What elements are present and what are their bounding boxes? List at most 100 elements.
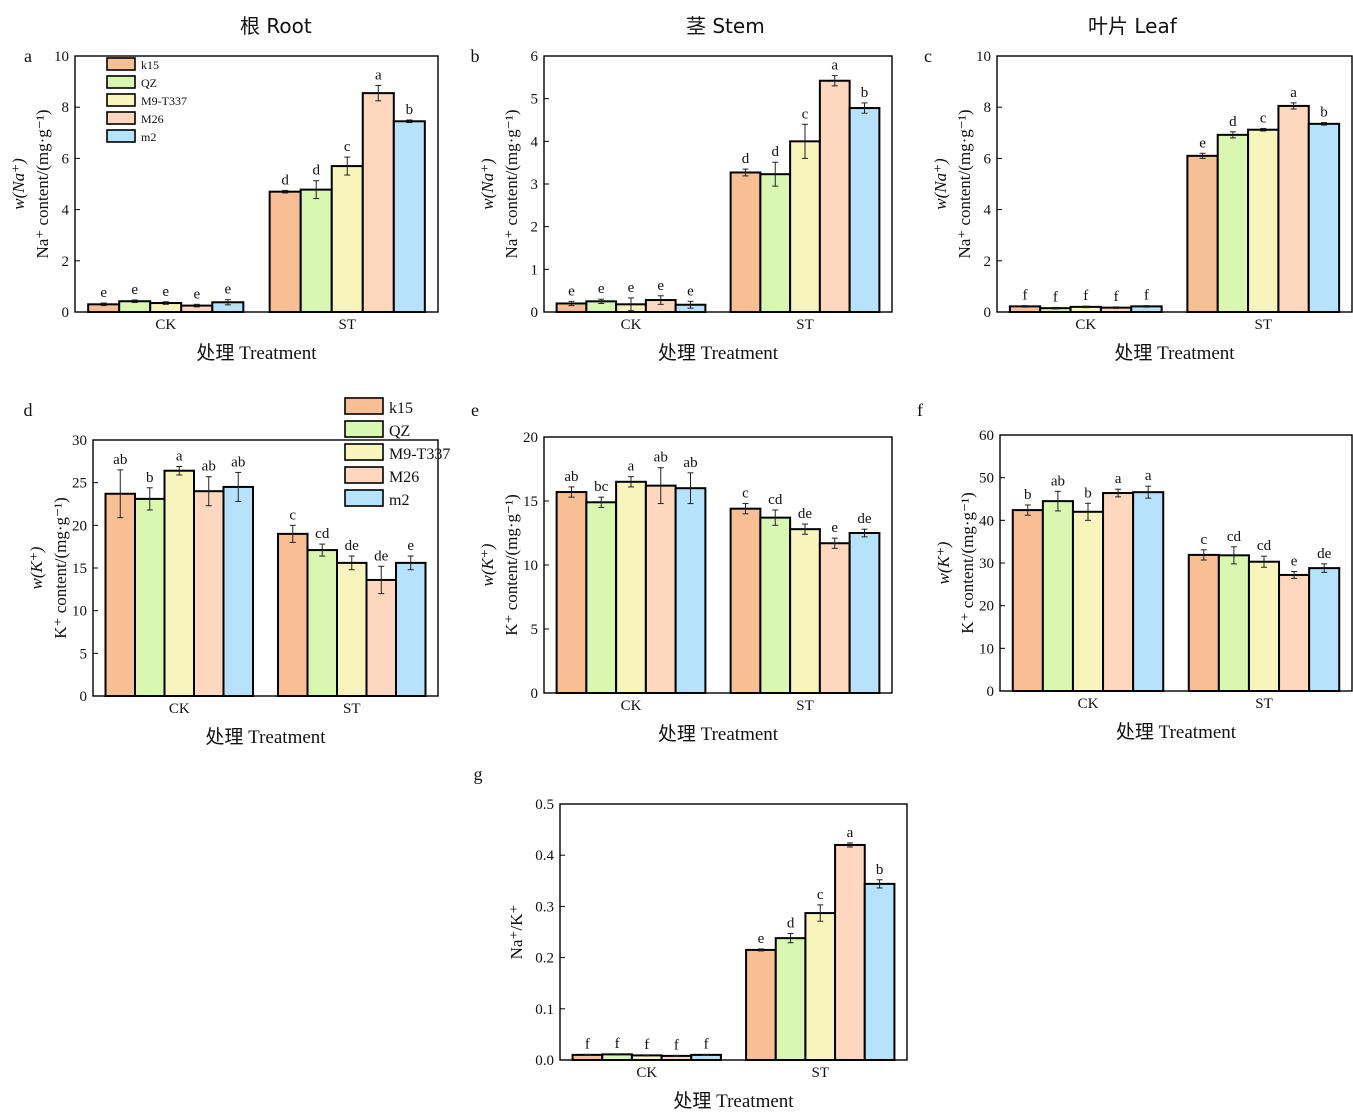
column-title-root: 根 Root [240, 14, 312, 38]
y-axis-label: K⁺ content/(mg·g⁻¹) [502, 494, 521, 636]
panel-letter: e [471, 400, 479, 420]
bar-M9-T337 [789, 140, 821, 313]
significance-label: de [798, 506, 813, 522]
significance-label: a [831, 58, 838, 74]
bar-M26 [644, 484, 677, 695]
y-tick-label: 5 [531, 92, 539, 108]
significance-label: bc [594, 479, 609, 495]
significance-label: f [615, 1036, 620, 1052]
x-axis-label: 处理 Treatment [658, 723, 779, 745]
bar-M26 [1277, 104, 1310, 313]
plot-frame [74, 55, 439, 313]
y-tick-label: 50 [979, 471, 994, 487]
y-axis-label: w(Na⁺) [9, 158, 28, 210]
significance-label: de [345, 538, 360, 554]
y-axis-label: w(K⁺) [934, 541, 953, 584]
x-axis-label: 处理 Treatment [205, 726, 326, 748]
legend-label: M26 [141, 112, 164, 126]
legend-swatch [344, 397, 384, 415]
y-tick-label: 15 [72, 561, 87, 577]
legend-swatch [344, 466, 384, 484]
significance-label: f [1083, 288, 1088, 304]
significance-label: b [406, 102, 414, 118]
legend-swatch [106, 57, 136, 71]
legend-label: QZ [389, 423, 410, 440]
legend-swatch [106, 75, 136, 89]
y-tick-label: 10 [523, 558, 538, 574]
significance-label: e [657, 278, 664, 294]
y-tick-label: 25 [72, 476, 87, 492]
bar-M9-T337 [163, 469, 195, 697]
legend-label: k15 [389, 400, 413, 417]
y-tick-label: 0 [984, 305, 992, 321]
significance-label: de [374, 548, 389, 564]
significance-label: c [289, 507, 296, 523]
significance-label: b [1024, 487, 1032, 503]
y-tick-label: 20 [523, 430, 538, 446]
y-tick-label: 5 [531, 622, 539, 638]
y-tick-label: 0 [62, 305, 70, 321]
bar-M9-T337 [789, 528, 821, 694]
bar-QZ [1217, 554, 1250, 692]
bar-QZ [759, 516, 792, 695]
significance-label: a [1115, 471, 1122, 487]
significance-label: f [585, 1036, 590, 1052]
panel-letter: a [24, 46, 32, 66]
significance-label: c [742, 486, 749, 502]
bar-QZ [759, 173, 792, 313]
y-tick-label: 10 [54, 49, 69, 65]
legend-swatch [344, 443, 384, 461]
x-tick-label: CK [621, 317, 642, 333]
legend-label: m2 [389, 492, 409, 509]
legend-swatch [106, 129, 136, 143]
bar-M9-T337 [1247, 560, 1281, 692]
bar-m2 [394, 561, 427, 697]
y-tick-label: 0 [531, 305, 539, 321]
y-tick-label: 0.1 [535, 1002, 554, 1018]
significance-label: e [193, 286, 200, 302]
significance-label: cd [1257, 538, 1272, 554]
y-axis-label: K⁺ content/(mg·g⁻¹) [958, 492, 977, 634]
significance-label: b [146, 470, 154, 486]
x-tick-label: ST [811, 1065, 829, 1081]
y-tick-label: 0 [531, 686, 539, 702]
y-tick-label: 6 [62, 151, 70, 167]
bar-m2 [1307, 122, 1341, 313]
x-axis-label: 处理 Treatment [1114, 342, 1235, 364]
significance-label: e [224, 282, 231, 298]
panel-letter: c [924, 46, 932, 66]
bar-m2 [1132, 491, 1165, 692]
legend-swatch [344, 489, 384, 507]
significance-label: d [1229, 114, 1237, 130]
bar-M26 [1278, 573, 1311, 692]
bar-k15 [1011, 509, 1044, 692]
plot-frame [996, 55, 1353, 313]
significance-label: de [1317, 546, 1332, 562]
significance-label: f [644, 1037, 649, 1053]
significance-label: d [771, 144, 779, 160]
bar-M9-T337 [1247, 128, 1280, 313]
bar-k15 [745, 948, 777, 1061]
y-tick-label: 4 [531, 134, 539, 150]
y-tick-label: 1 [531, 262, 539, 278]
significance-label: e [162, 284, 169, 300]
y-axis-label: w(K⁺) [27, 546, 46, 589]
y-axis-label: Na⁺ content/(mg·g⁻¹) [955, 109, 974, 258]
bar-M9-T337 [804, 912, 837, 1062]
significance-label: ab [202, 459, 216, 475]
significance-label: ab [1051, 473, 1065, 489]
x-tick-label: CK [621, 698, 642, 714]
significance-label: d [312, 163, 320, 179]
y-tick-label: 2 [62, 254, 70, 270]
significance-label: e [568, 283, 575, 299]
bar-QZ [585, 501, 618, 694]
significance-label: a [1145, 468, 1152, 484]
y-tick-label: 40 [979, 513, 994, 529]
significance-label: cd [768, 492, 783, 508]
bar-M26 [1102, 492, 1135, 692]
x-tick-label: CK [169, 701, 190, 717]
significance-label: a [628, 459, 635, 475]
significance-label: ab [564, 469, 578, 485]
